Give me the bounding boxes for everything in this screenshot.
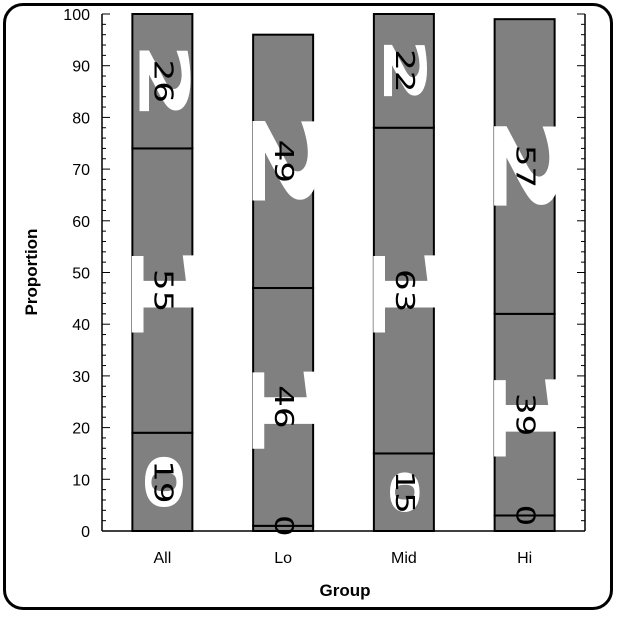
bar-segment <box>372 452 435 533</box>
bar-segment <box>252 287 315 527</box>
bar-segment <box>252 33 315 290</box>
y-tick-label: 60 <box>72 214 90 231</box>
segment-level-glyph: 1 <box>472 362 577 466</box>
bar-segment <box>372 13 435 129</box>
y-tick-label: 100 <box>63 7 90 24</box>
segment-count-label: 49 <box>268 140 298 183</box>
segment-count-label: 0 <box>268 515 298 537</box>
segment-level-glyph: 1 <box>110 238 215 342</box>
y-tick-label: 20 <box>72 421 90 438</box>
x-tick-label: Mid <box>391 550 417 567</box>
y-tick-label: 0 <box>81 524 90 541</box>
x-tick-label: Hi <box>517 550 532 567</box>
segment-level-glyph: 0 <box>133 453 191 511</box>
y-axis-title: Proportion <box>22 229 41 316</box>
x-tick-label: Lo <box>274 550 292 567</box>
segment-count-label: 39 <box>510 393 540 436</box>
segment-count-label: 22 <box>389 49 419 92</box>
bars <box>131 13 556 533</box>
y-tick-label: 30 <box>72 369 90 386</box>
segment-level-glyph: 2 <box>231 109 336 213</box>
segment-level-glyph: 2 <box>123 41 202 121</box>
segment-count-label: 26 <box>148 60 178 103</box>
y-tick-label: 40 <box>72 317 90 334</box>
segment-count-label: 46 <box>268 385 298 428</box>
segment-level-glyph: 0 <box>381 469 427 515</box>
y-tick-label: 10 <box>72 472 90 489</box>
segment-count-label: 19 <box>148 460 178 503</box>
segment-count-label: 0 <box>510 505 540 527</box>
y-tick-label: 50 <box>72 266 90 283</box>
segment-count-label: 63 <box>389 269 419 312</box>
x-tick-label: All <box>153 550 171 567</box>
segment-level-glyph: 2 <box>370 37 438 104</box>
y-tick-label: 70 <box>72 162 90 179</box>
segment-level-glyph: 1 <box>351 238 456 342</box>
segment-level-glyph: 1 <box>231 355 336 459</box>
segment-level-glyph: 2 <box>472 114 577 218</box>
x-axis-title: Group <box>320 581 371 600</box>
bar-segment <box>493 18 556 315</box>
y-tick-label: 90 <box>72 59 90 76</box>
bar-segment <box>131 13 194 150</box>
segment-count-label: 55 <box>148 269 178 312</box>
y-tick-label: 80 <box>72 110 90 127</box>
segment-count-label: 57 <box>510 145 540 188</box>
segment-count-label: 15 <box>389 471 419 514</box>
